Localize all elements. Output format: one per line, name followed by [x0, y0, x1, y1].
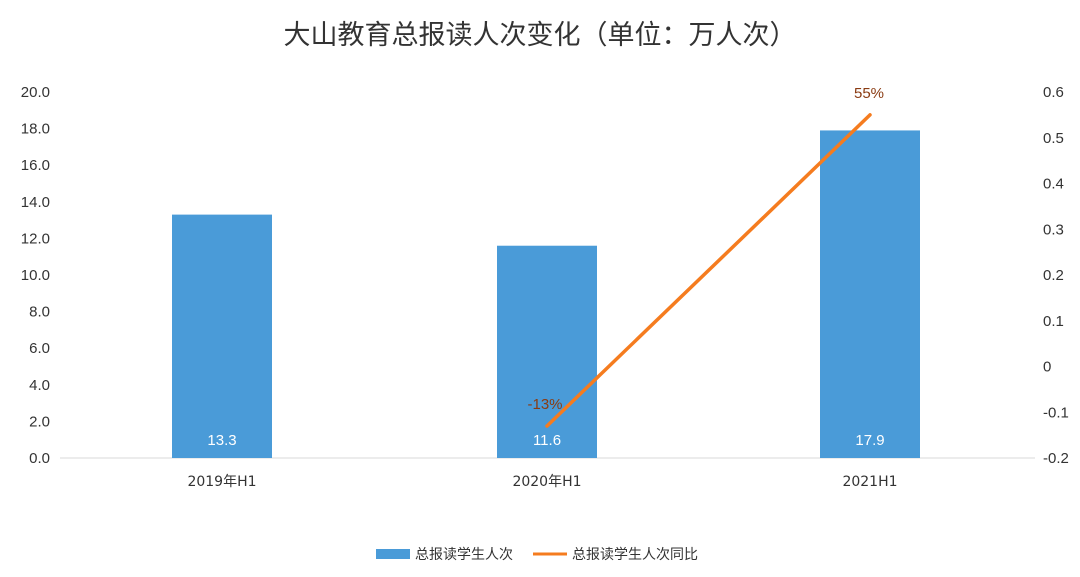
chart-title: 大山教育总报读人次变化（单位：万人次） — [284, 20, 797, 51]
right-axis-tick: 0.3 — [1043, 221, 1064, 238]
left-axis-tick: 8.0 — [29, 304, 50, 321]
bar-value-label: 11.6 — [533, 432, 561, 449]
line-value-label: 55% — [854, 85, 884, 102]
right-axis-tick: 0.6 — [1043, 84, 1064, 101]
right-axis-tick: -0.1 — [1043, 404, 1069, 421]
left-axis-tick: 14.0 — [21, 194, 50, 211]
bar-value-label: 13.3 — [207, 432, 236, 449]
left-axis-tick: 6.0 — [29, 340, 50, 357]
left-axis-tick: 2.0 — [29, 413, 50, 430]
line-path — [545, 113, 872, 428]
right-axis-tick: 0.4 — [1043, 176, 1064, 193]
legend-bar-label: 总报读学生人次 — [415, 546, 513, 563]
line-point — [545, 424, 549, 428]
legend-line-label: 总报读学生人次同比 — [572, 546, 698, 563]
left-axis-tick: 16.0 — [21, 157, 50, 174]
right-axis-tick: 0.1 — [1043, 313, 1064, 330]
bar-series: 13.3 11.6 17.9 — [172, 130, 920, 458]
category-labels: 2019年H1 2020年H1 2021H1 — [187, 474, 897, 490]
right-axis-tick: 0 — [1043, 359, 1051, 376]
line-value-label: -13% — [527, 396, 562, 413]
left-axis-tick: 12.0 — [21, 230, 50, 247]
right-axis-tick: -0.2 — [1043, 450, 1069, 467]
right-axis: -0.2 -0.1 0 0.1 0.2 0.3 0.4 0.5 0.6 — [1043, 84, 1069, 467]
left-axis-tick: 20.0 — [21, 84, 50, 101]
line-point — [868, 113, 872, 117]
bar-value-label: 17.9 — [855, 432, 884, 449]
category-label: 2020年H1 — [512, 474, 581, 490]
right-axis-tick: 0.2 — [1043, 267, 1064, 284]
bar — [820, 130, 920, 458]
left-axis-tick: 0.0 — [29, 450, 50, 467]
category-label: 2019年H1 — [187, 474, 256, 490]
category-label: 2021H1 — [842, 474, 897, 490]
legend-bar-swatch — [376, 549, 410, 559]
left-axis-tick: 18.0 — [21, 121, 50, 138]
line-series: -13% 55% — [527, 85, 884, 428]
right-axis-tick: 0.5 — [1043, 130, 1064, 147]
bar — [497, 245, 597, 458]
left-axis-tick: 4.0 — [29, 377, 50, 394]
legend: 总报读学生人次 总报读学生人次同比 — [376, 546, 698, 563]
bar — [172, 214, 272, 458]
left-axis: 0.0 2.0 4.0 6.0 8.0 10.0 12.0 14.0 16.0 18.0 20.0 — [21, 84, 50, 467]
left-axis-tick: 10.0 — [21, 267, 50, 284]
